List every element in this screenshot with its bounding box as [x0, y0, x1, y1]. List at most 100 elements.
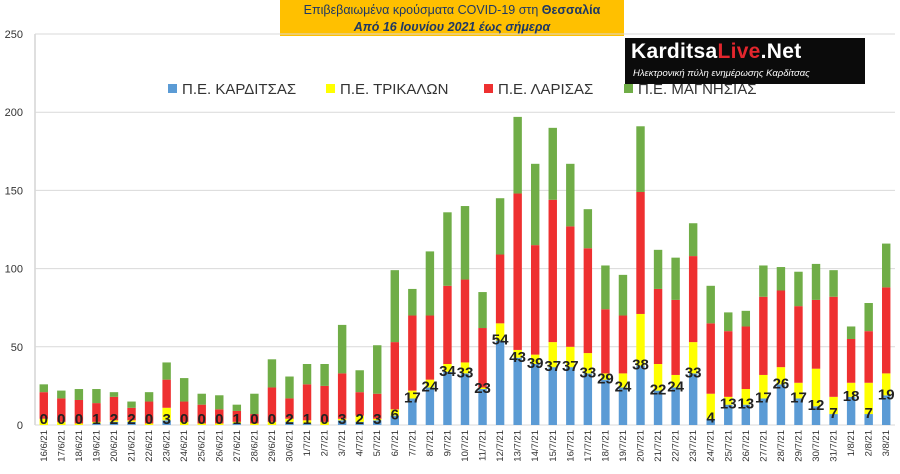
data-label: 2 [356, 411, 364, 428]
bar-segment [636, 365, 645, 425]
bar-segment [776, 384, 786, 425]
x-tick-label: 14/7/21 [530, 430, 541, 462]
y-tick-label: 200 [5, 107, 23, 119]
x-tick-label: 23/7/21 [688, 430, 699, 462]
legend-swatch [484, 84, 493, 93]
x-tick-label: 8/7/21 [425, 430, 436, 456]
bar-segment [724, 396, 733, 405]
data-label: 1 [303, 411, 311, 428]
data-label: 0 [40, 411, 48, 428]
bar-segment [811, 263, 821, 300]
bar-segment [846, 338, 856, 383]
bar-segment [811, 299, 821, 369]
bar-segment [829, 296, 838, 397]
bar-segment [74, 423, 84, 425]
x-tick-label: 1/7/21 [302, 430, 313, 456]
data-label: 2 [127, 411, 135, 428]
bar-layer [39, 116, 891, 425]
x-axis-ticks: 16/6/21 17/6/21 18/6/21 19/6/21 20/6/21 21/6/… [39, 430, 892, 462]
data-label: 33 [685, 364, 702, 381]
bar-segment [162, 420, 171, 425]
bar-segment [320, 364, 329, 386]
data-label: 26 [773, 375, 790, 392]
bar-segment [671, 374, 680, 388]
x-tick-label: 28/7/21 [776, 430, 787, 462]
legend-swatch [326, 84, 335, 93]
legend-entry: Π.Ε. ΛΑΡΙΣΑΣ [498, 81, 593, 98]
x-tick-label: 31/7/21 [829, 430, 840, 462]
bar-segment [373, 393, 382, 419]
bar-segment [109, 392, 119, 397]
x-tick-label: 29/6/21 [267, 430, 278, 462]
logo-part3: .Net [760, 40, 802, 63]
data-label: 24 [615, 378, 632, 395]
data-label: 3 [338, 411, 346, 428]
bar-segment [373, 345, 382, 394]
bar-segment [74, 399, 84, 424]
bar-segment [179, 421, 189, 425]
bar-segment [425, 315, 435, 380]
data-label: 4 [707, 410, 716, 427]
data-label: 39 [527, 355, 544, 372]
bar-segment [495, 198, 505, 255]
x-tick-label: 23/6/21 [162, 430, 173, 462]
data-label: 0 [145, 411, 153, 428]
bar-segment [460, 206, 470, 280]
bar-segment [460, 373, 470, 425]
bar-segment [267, 359, 277, 388]
bar-segment [829, 414, 838, 425]
bar-segment [337, 373, 347, 419]
bar-segment [355, 415, 364, 422]
bar-segment [548, 199, 557, 343]
x-tick-label: 16/6/21 [39, 430, 50, 462]
bar-segment [811, 406, 821, 425]
bar-segment [425, 251, 435, 316]
bar-segment [215, 395, 224, 410]
bar-segment [566, 226, 575, 347]
bar-segment [179, 401, 189, 422]
bar-segment [618, 315, 628, 374]
bar-segment [882, 243, 891, 288]
bar-segment [408, 315, 417, 391]
bar-segment [601, 379, 610, 425]
bar-segment [302, 420, 312, 424]
bar-segment [495, 340, 505, 425]
legend-entry: Π.Ε. ΚΑΡΔΙΤΣΑΣ [182, 81, 296, 98]
bar-segment [495, 254, 505, 324]
bar-segment [390, 415, 399, 425]
bar-segment [548, 342, 557, 368]
bar-segment [548, 367, 557, 425]
y-tick-label: 150 [5, 185, 23, 197]
bar-segment [706, 323, 715, 394]
data-label: 37 [544, 358, 561, 375]
data-label: 0 [198, 411, 206, 428]
bar-segment [232, 410, 242, 422]
bar-segment [443, 285, 452, 364]
data-label: 13 [720, 396, 737, 413]
x-tick-label: 3/7/21 [337, 430, 348, 456]
bar-segment [776, 267, 786, 291]
bar-segment [57, 390, 66, 399]
chart-subtitle: Από 16 Ιουνίου 2021 έως σήμερα [353, 20, 551, 34]
bar-segment [355, 392, 364, 416]
x-tick-label: 5/7/21 [372, 430, 383, 456]
legend-swatch [168, 84, 177, 93]
x-tick-label: 30/7/21 [811, 430, 822, 462]
data-label: 13 [737, 396, 754, 413]
bar-segment [302, 364, 312, 385]
bar-segment [794, 382, 803, 399]
x-tick-label: 9/7/21 [442, 430, 453, 456]
x-tick-label: 20/6/21 [109, 430, 120, 462]
bar-segment [337, 420, 347, 425]
bar-segment [408, 288, 417, 316]
grid-layer [34, 33, 895, 426]
data-label: 0 [75, 411, 83, 428]
x-tick-label: 7/7/21 [407, 430, 418, 456]
chart-title-box: Επιβεβαιωμένα κρούσματα COVID-19 στη Θεσ… [280, 0, 624, 36]
bar-segment [408, 390, 417, 399]
bar-segment [355, 370, 364, 393]
x-tick-label: 25/7/21 [723, 430, 734, 462]
bar-segment [846, 326, 856, 339]
bar-segment [215, 423, 224, 425]
bar-segment [337, 418, 347, 421]
